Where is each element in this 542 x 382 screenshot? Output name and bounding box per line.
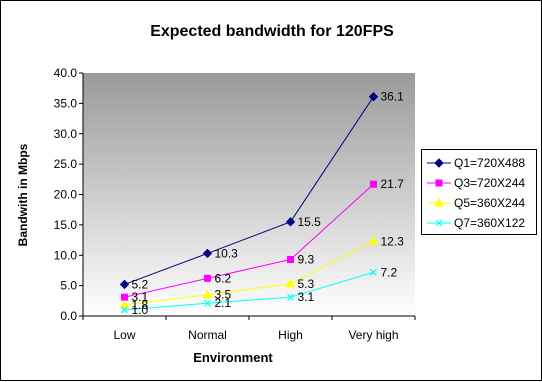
- legend-item: Q1=720X488: [422, 153, 536, 173]
- data-label: 36.1: [381, 90, 405, 104]
- legend: Q1=720X488 Q3=720X244 Q5=360X244 Q7=360X122: [421, 149, 537, 235]
- y-tick-label: 5.0: [60, 279, 77, 293]
- y-tick-label: 30.0: [54, 127, 78, 141]
- x-axis-label: Environment: [193, 350, 273, 365]
- legend-item: Q7=360X122: [422, 213, 536, 233]
- data-label: 21.7: [381, 177, 405, 191]
- legend-marker: [434, 197, 444, 207]
- data-point: [368, 236, 379, 245]
- legend-marker: [434, 158, 444, 168]
- plot-background: [83, 73, 415, 316]
- legend-label: Q5=360X244: [454, 196, 526, 210]
- series-line: [124, 271, 374, 311]
- data-point: [287, 256, 294, 264]
- y-tick-label: 25.0: [54, 157, 78, 171]
- legend-label: Q3=720X244: [454, 176, 526, 190]
- series-line: [124, 240, 374, 306]
- y-tick-label: 10.0: [54, 248, 78, 262]
- x-tick-label: Very high: [348, 328, 398, 342]
- data-point: [121, 306, 128, 314]
- y-tick-label: 0.0: [60, 309, 77, 323]
- legend-swatch: [427, 197, 451, 207]
- data-point: [368, 91, 379, 102]
- x-tick-label: Low: [113, 328, 135, 342]
- data-label: 5.2: [132, 277, 149, 291]
- legend-label: Q1=720X488: [454, 156, 526, 170]
- series-line: [124, 183, 374, 298]
- data-label: 3.5: [215, 288, 232, 302]
- y-tick-label: 20.0: [54, 188, 78, 202]
- data-label: 3.1: [132, 290, 149, 304]
- data-point: [202, 248, 213, 259]
- data-label: 1.8: [132, 298, 149, 312]
- data-label: 6.2: [215, 271, 232, 285]
- data-point: [285, 217, 296, 227]
- legend-marker: [435, 179, 443, 187]
- data-label: 12.3: [381, 234, 405, 248]
- data-point: [370, 268, 377, 276]
- legend-item: Q3=720X244: [422, 173, 536, 193]
- legend-swatch: [427, 179, 451, 187]
- legend-marker: [435, 219, 443, 227]
- data-label: 3.1: [298, 290, 315, 304]
- data-point: [287, 293, 294, 301]
- x-tick-label: High: [278, 328, 303, 342]
- y-tick-label: 40.0: [54, 66, 78, 80]
- legend-swatch: [427, 158, 451, 168]
- series-line: [124, 96, 374, 285]
- data-point: [204, 274, 211, 282]
- data-point: [204, 299, 211, 307]
- y-tick-label: 15.0: [54, 218, 78, 232]
- data-point: [370, 180, 377, 188]
- data-label: 2.1: [215, 296, 232, 310]
- data-label: 5.3: [298, 277, 315, 291]
- legend-item: Q5=360X244: [422, 193, 536, 213]
- data-label: 15.5: [298, 215, 322, 229]
- data-point: [119, 300, 130, 309]
- data-label: 7.2: [381, 265, 398, 279]
- data-point: [121, 293, 128, 301]
- data-point: [285, 278, 296, 288]
- data-point: [202, 289, 213, 299]
- data-label: 9.3: [298, 253, 315, 267]
- data-label: 10.3: [215, 246, 239, 260]
- legend-swatch: [427, 219, 451, 227]
- data-label: 1.0: [132, 303, 149, 317]
- legend-label: Q7=360X122: [454, 216, 526, 230]
- x-tick-label: Normal: [188, 328, 227, 342]
- chart-title: Expected bandwidth for 120FPS: [150, 23, 394, 40]
- y-tick-label: 35.0: [54, 96, 78, 110]
- data-point: [119, 279, 130, 290]
